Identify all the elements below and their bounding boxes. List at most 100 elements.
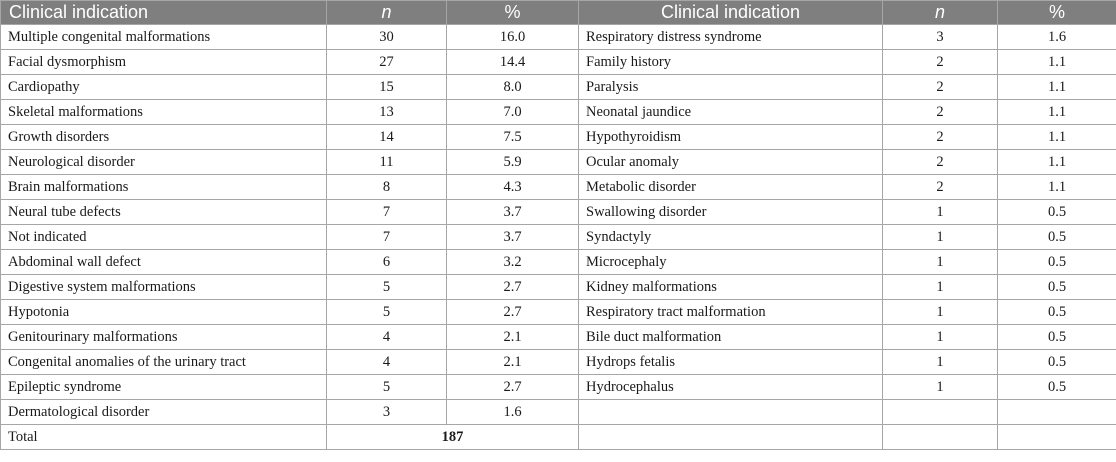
percent-cell: 1.6 — [997, 24, 1116, 50]
table-row: Digestive system malformations 5 2.7 Kidney… — [0, 274, 1116, 300]
percent-cell: 1.1 — [997, 74, 1116, 100]
percent-cell: 8.0 — [446, 74, 579, 100]
percent-cell: 1.1 — [997, 149, 1116, 175]
percent-cell — [997, 399, 1116, 425]
indication-cell: Genitourinary malformations — [0, 324, 327, 350]
total-row: Total 187 — [0, 424, 1116, 450]
percent-cell: 3.7 — [446, 199, 579, 225]
n-cell: 2 — [882, 124, 998, 150]
table-row: Skeletal malformations 13 7.0 Neonatal jaun… — [0, 99, 1116, 125]
n-cell: 2 — [882, 149, 998, 175]
indication-cell: Neurological disorder — [0, 149, 327, 175]
indication-cell: Paralysis — [578, 74, 883, 100]
clinical-indications-table: Clinical indication n % Clinical indicat… — [0, 0, 1116, 450]
n-cell: 1 — [882, 374, 998, 400]
percent-cell: 3.2 — [446, 249, 579, 275]
header-percent-left: % — [446, 0, 579, 25]
percent-cell: 0.5 — [997, 249, 1116, 275]
n-cell: 3 — [326, 399, 447, 425]
indication-cell: Ocular anomaly — [578, 149, 883, 175]
percent-cell: 1.6 — [446, 399, 579, 425]
n-cell: 2 — [882, 174, 998, 200]
indication-cell: Swallowing disorder — [578, 199, 883, 225]
n-cell: 5 — [326, 374, 447, 400]
n-cell: 1 — [882, 249, 998, 275]
indication-cell: Growth disorders — [0, 124, 327, 150]
n-cell: 27 — [326, 49, 447, 75]
n-cell: 1 — [882, 274, 998, 300]
percent-cell: 2.7 — [446, 274, 579, 300]
indication-cell: Respiratory distress syndrome — [578, 24, 883, 50]
header-percent-right: % — [997, 0, 1116, 25]
indication-cell: Cardiopathy — [0, 74, 327, 100]
n-cell — [882, 399, 998, 425]
header-clinical-indication-right: Clinical indication — [578, 0, 883, 25]
indication-cell: Multiple congenital malformations — [0, 24, 327, 50]
table-row: Growth disorders 14 7.5 Hypothyroidism 2 1.1 — [0, 124, 1116, 150]
n-cell: 5 — [326, 274, 447, 300]
n-cell: 2 — [882, 49, 998, 75]
percent-cell: 2.1 — [446, 324, 579, 350]
header-row: Clinical indication n % Clinical indicat… — [0, 0, 1116, 25]
percent-cell: 7.0 — [446, 99, 579, 125]
percent-cell: 14.4 — [446, 49, 579, 75]
percent-cell: 0.5 — [997, 299, 1116, 325]
n-cell: 15 — [326, 74, 447, 100]
percent-cell: 1.1 — [997, 124, 1116, 150]
indication-cell: Metabolic disorder — [578, 174, 883, 200]
table-row: Hypotonia 5 2.7 Respiratory tract malformat… — [0, 299, 1116, 325]
n-cell: 1 — [882, 199, 998, 225]
table-row: Abdominal wall defect 6 3.2 Microcephaly 1 0.… — [0, 249, 1116, 275]
indication-cell: Dermatological disorder — [0, 399, 327, 425]
n-cell: 3 — [882, 24, 998, 50]
percent-cell: 2.7 — [446, 299, 579, 325]
n-cell: 7 — [326, 224, 447, 250]
percent-cell: 0.5 — [997, 199, 1116, 225]
indication-cell: Kidney malformations — [578, 274, 883, 300]
percent-cell: 2.1 — [446, 349, 579, 375]
table-row: Facial dysmorphism 27 14.4 Family history 2 1… — [0, 49, 1116, 75]
percent-cell: 0.5 — [997, 224, 1116, 250]
n-cell: 1 — [882, 224, 998, 250]
header-n-right: n — [882, 0, 998, 25]
total-empty-cell — [882, 424, 998, 450]
indication-cell: Hydrops fetalis — [578, 349, 883, 375]
percent-cell: 0.5 — [997, 324, 1116, 350]
indication-cell — [578, 399, 883, 425]
indication-cell: Congenital anomalies of the urinary trac… — [0, 349, 327, 375]
percent-cell: 1.1 — [997, 99, 1116, 125]
n-cell: 4 — [326, 349, 447, 375]
n-cell: 6 — [326, 249, 447, 275]
indication-cell: Neonatal jaundice — [578, 99, 883, 125]
n-cell: 7 — [326, 199, 447, 225]
percent-cell: 7.5 — [446, 124, 579, 150]
n-cell: 1 — [882, 299, 998, 325]
indication-cell: Family history — [578, 49, 883, 75]
table-row: Neurological disorder 11 5.9 Ocular anomaly… — [0, 149, 1116, 175]
total-empty-cell — [997, 424, 1116, 450]
indication-cell: Hydrocephalus — [578, 374, 883, 400]
table-row: Not indicated 7 3.7 Syndactyly 1 0.5 — [0, 224, 1116, 250]
table-row: Dermatological disorder 3 1.6 — [0, 399, 1116, 425]
indication-cell: Respiratory tract malformation — [578, 299, 883, 325]
table-row: Cardiopathy 15 8.0 Paralysis 2 1.1 — [0, 74, 1116, 100]
indication-cell: Abdominal wall defect — [0, 249, 327, 275]
percent-cell: 16.0 — [446, 24, 579, 50]
percent-cell: 4.3 — [446, 174, 579, 200]
indication-cell: Brain malformations — [0, 174, 327, 200]
n-cell: 5 — [326, 299, 447, 325]
table-row: Multiple congenital malformations 30 16.0 R… — [0, 24, 1116, 50]
n-cell: 30 — [326, 24, 447, 50]
indication-cell: Hypothyroidism — [578, 124, 883, 150]
percent-cell: 0.5 — [997, 349, 1116, 375]
table-row: Congenital anomalies of the urinary trac… — [0, 349, 1116, 375]
percent-cell: 0.5 — [997, 374, 1116, 400]
indication-cell: Not indicated — [0, 224, 327, 250]
indication-cell: Epileptic syndrome — [0, 374, 327, 400]
table-row: Epileptic syndrome 5 2.7 Hydrocephalus 1 0.5 — [0, 374, 1116, 400]
n-cell: 14 — [326, 124, 447, 150]
table-body: Multiple congenital malformations 30 16.0 R… — [0, 24, 1116, 425]
n-cell: 2 — [882, 74, 998, 100]
n-cell: 1 — [882, 349, 998, 375]
n-cell: 4 — [326, 324, 447, 350]
